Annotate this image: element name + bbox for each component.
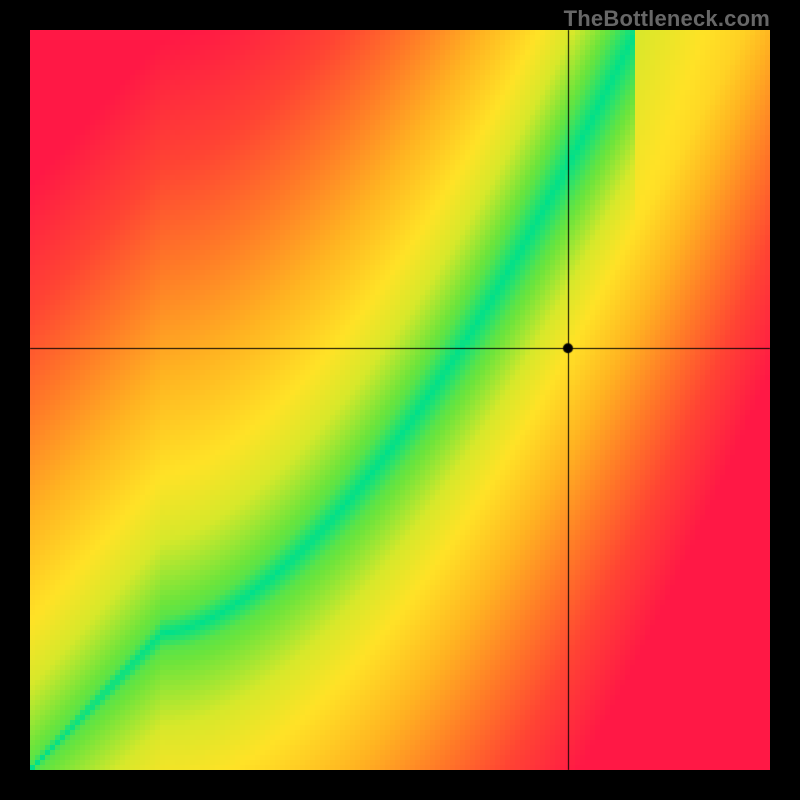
crosshair-overlay-canvas xyxy=(0,0,800,800)
watermark-text: TheBottleneck.com xyxy=(564,6,770,32)
bottleneck-heatmap-container: TheBottleneck.com xyxy=(0,0,800,800)
